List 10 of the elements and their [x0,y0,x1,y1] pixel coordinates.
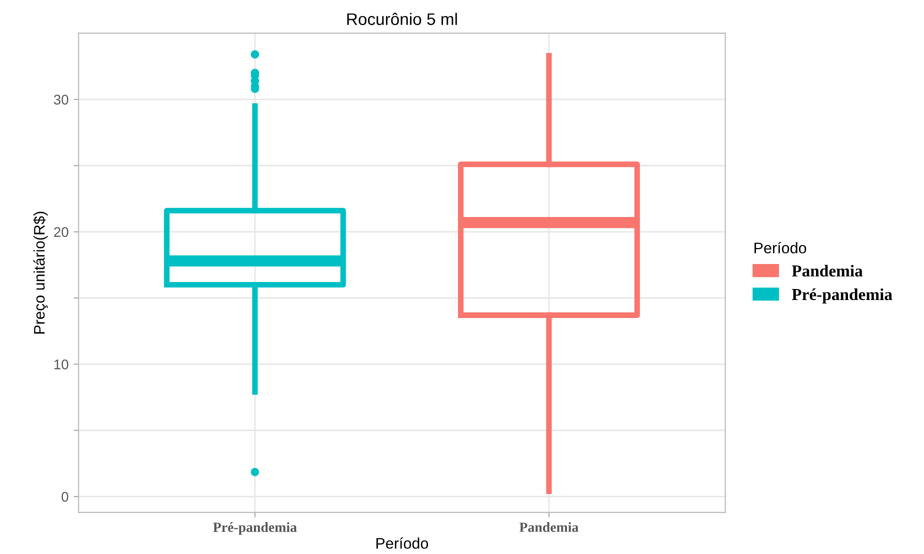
legend-title: Período [754,242,806,254]
y-tick-label: 0 [62,492,68,502]
legend-label: Pandemia [792,264,863,277]
chart-title: Rocurônio 5 ml [347,12,457,26]
legend-label: Pré-pandemia [792,288,892,304]
x-axis-title: Período [376,537,428,549]
y-tick-label: 30 [54,94,68,105]
y-tick-label: 10 [54,360,68,370]
y-axis-title: Preço unitário(R$) [33,212,48,334]
y-tick-label: 20 [54,227,68,237]
